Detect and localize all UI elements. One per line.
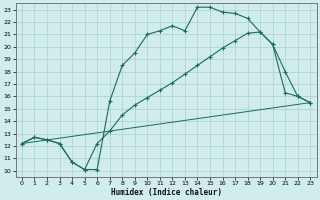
X-axis label: Humidex (Indice chaleur): Humidex (Indice chaleur) xyxy=(111,188,221,197)
